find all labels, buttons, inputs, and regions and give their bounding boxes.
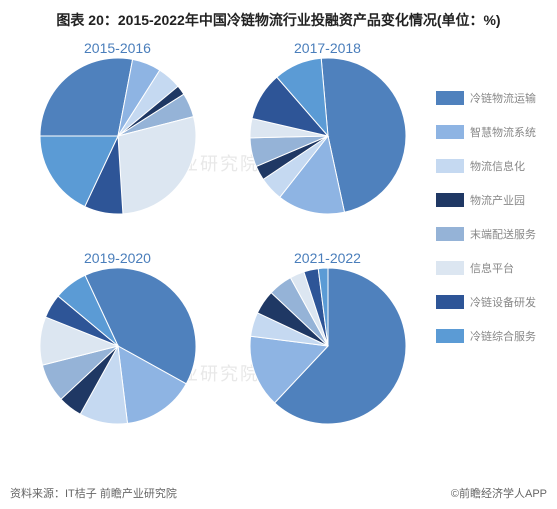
legend-swatch [436,125,464,139]
footer: 资料来源：IT桔子 前瞻产业研究院 ©前瞻经济学人APP [10,485,547,501]
legend-swatch [436,261,464,275]
pie-slice [40,58,133,136]
source-text: 资料来源：IT桔子 前瞻产业研究院 [10,485,177,501]
chart-title: 图表 20：2015-2022年中国冷链物流行业投融资产品变化情况(单位：%) [0,0,557,35]
legend-item: 信息平台 [436,260,551,276]
legend-label: 冷链设备研发 [470,294,536,310]
legend: 冷链物流运输智慧物流系统物流信息化物流产业园末端配送服务信息平台冷链设备研发冷链… [436,90,551,362]
legend-swatch [436,91,464,105]
legend-item: 物流信息化 [436,158,551,174]
legend-label: 智慧物流系统 [470,124,536,140]
legend-label: 信息平台 [470,260,514,276]
legend-item: 智慧物流系统 [436,124,551,140]
legend-swatch [436,329,464,343]
legend-swatch [436,295,464,309]
legend-swatch [436,159,464,173]
brand-text: ©前瞻经济学人APP [451,485,547,501]
legend-item: 冷链物流运输 [436,90,551,106]
pie-svg [250,268,406,424]
pie-chart: 2019-2020 [10,250,225,424]
charts-grid: 2015-20162017-20182019-20202021-2022 [0,40,430,470]
pie-period-label: 2019-2020 [10,250,225,266]
legend-swatch [436,193,464,207]
legend-label: 末端配送服务 [470,226,536,242]
legend-item: 冷链综合服务 [436,328,551,344]
pie-period-label: 2015-2016 [10,40,225,56]
legend-label: 物流产业园 [470,192,525,208]
legend-item: 末端配送服务 [436,226,551,242]
pie-chart: 2021-2022 [220,250,435,424]
pie-chart: 2017-2018 [220,40,435,214]
legend-label: 物流信息化 [470,158,525,174]
pie-svg [40,268,196,424]
pie-chart: 2015-2016 [10,40,225,214]
legend-swatch [436,227,464,241]
pie-svg [40,58,196,214]
pie-period-label: 2017-2018 [220,40,435,56]
pie-svg [250,58,406,214]
legend-label: 冷链综合服务 [470,328,536,344]
legend-item: 物流产业园 [436,192,551,208]
pie-period-label: 2021-2022 [220,250,435,266]
legend-label: 冷链物流运输 [470,90,536,106]
legend-item: 冷链设备研发 [436,294,551,310]
